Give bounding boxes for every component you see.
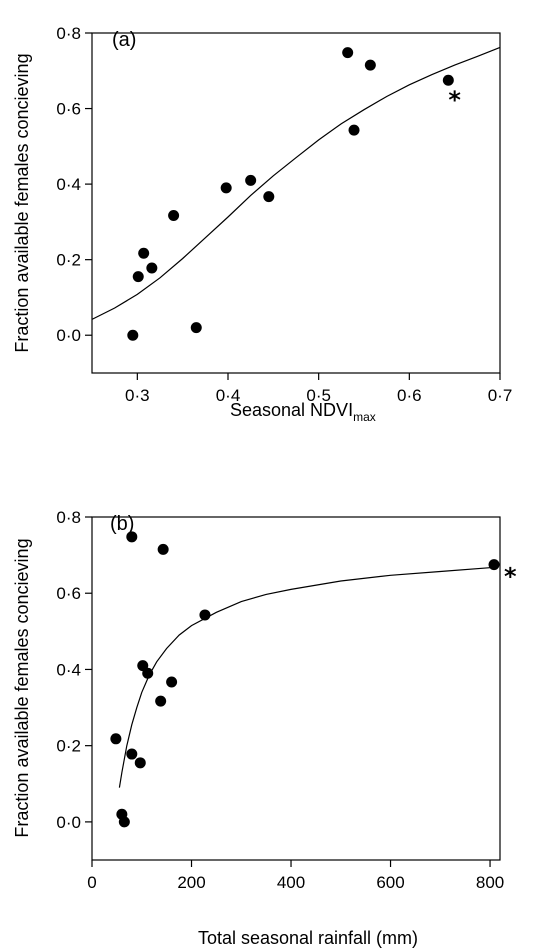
panel-b-y-axis-label: Fraction available females concieving (12, 538, 32, 837)
panel-a-label: (a) (112, 29, 136, 51)
panel-a-data-point (138, 247, 150, 259)
panel-b-x-tick-label: 800 (476, 873, 504, 892)
panel-b-data-point (110, 733, 122, 745)
panel-a-x-tick-label: 0·6 (397, 386, 422, 405)
panel-a-data-point (190, 322, 202, 334)
panel-a-data-point (127, 329, 139, 341)
panel-a-data-point (364, 59, 376, 71)
panel-a-data-point (263, 191, 275, 203)
panel-b-data-point (155, 695, 167, 707)
panel-a-y-tick-label: 0·8 (56, 24, 81, 43)
panel-b-y-tick-label: 0·4 (56, 660, 81, 679)
panel-b-x-axis-label: Total seasonal rainfall (mm) (198, 928, 418, 948)
panel-a-frame (91, 32, 501, 374)
panel-b-data-point (488, 559, 500, 571)
panel-b-x-tick-label: 0 (87, 873, 96, 892)
panel-b-y-tick-label: 0·6 (56, 584, 81, 603)
panel-a-x-axis-label: Seasonal NDVImax (230, 400, 376, 424)
panel-a-fit-curve (91, 46, 501, 320)
panel-a-data-point (168, 209, 180, 221)
panel-a-points (127, 47, 454, 341)
panel-a-y-tick-label: 0·2 (56, 251, 81, 270)
panel-b-data-point (166, 676, 178, 688)
panel-a-data-point (220, 182, 232, 194)
panel-a-y-tick-label: 0·4 (56, 175, 81, 194)
panel-b-y-tick-label: 0·8 (56, 508, 81, 527)
panel-b-data-point (134, 757, 146, 769)
panel-a-x-tick-label: 0·7 (488, 386, 513, 405)
panel-b-frame (91, 516, 501, 861)
panel-a-x-axis-label-subscript: max (353, 410, 376, 424)
panel-b-x-ticks: 0 200 400 600 800 (87, 860, 504, 892)
panel-b-data-point (142, 667, 154, 679)
panel-a-y-ticks: 0·0 0·2 0·4 0·6 0·8 (56, 24, 92, 345)
panel-b-data-point (126, 531, 138, 543)
panel-b-y-tick-label: 0·2 (56, 737, 81, 756)
panel-a-x-axis-label-main: Seasonal NDVI (230, 400, 353, 420)
panel-a-x-ticks: 0·3 0·4 0·5 0·6 0·7 (125, 373, 512, 405)
panel-a-data-point (442, 74, 454, 86)
panel-a-x-tick-label: 0·4 (216, 386, 241, 405)
panel-b-data-point (126, 748, 138, 760)
panel-a-y-tick-label: 0·0 (56, 326, 81, 345)
panel-b-x-tick-label: 600 (376, 873, 404, 892)
panel-b-data-point (118, 816, 130, 828)
panel-a-asterisk: * (448, 86, 461, 114)
panel-b-data-point (157, 543, 169, 555)
panel-a-y-tick-label: 0·6 (56, 100, 81, 119)
panel-b-y-ticks: 0·0 0·2 0·4 0·6 0·8 (56, 508, 92, 832)
panel-b-fit-curve (118, 567, 491, 788)
panel-b-points (110, 531, 500, 828)
panel-a-data-point (146, 262, 158, 274)
panel-b-asterisk: * (504, 563, 517, 591)
panel-a-data-point (348, 124, 360, 136)
panel-b-label: (b) (110, 513, 134, 535)
panel-b: (b) 0 200 400 600 800 0·0 0·2 0·4 0·6 0·8 * Tota… (12, 508, 517, 948)
panel-a-data-point (342, 47, 354, 59)
panel-a-x-tick-label: 0·3 (125, 386, 150, 405)
panel-b-y-tick-label: 0·0 (56, 813, 81, 832)
panel-a: (a) 0·3 0·4 0·5 0·6 0·7 0·0 0·2 0·4 0·6 0·8 * Se… (12, 24, 512, 424)
panel-a-data-point (245, 174, 257, 186)
panel-b-x-tick-label: 400 (277, 873, 305, 892)
panel-a-y-axis-label: Fraction available females concieving (12, 53, 32, 352)
panel-a-x-tick-label: 0·5 (306, 386, 331, 405)
panel-b-x-tick-label: 200 (177, 873, 205, 892)
panel-a-data-point (132, 271, 144, 283)
panel-b-data-point (199, 609, 211, 621)
